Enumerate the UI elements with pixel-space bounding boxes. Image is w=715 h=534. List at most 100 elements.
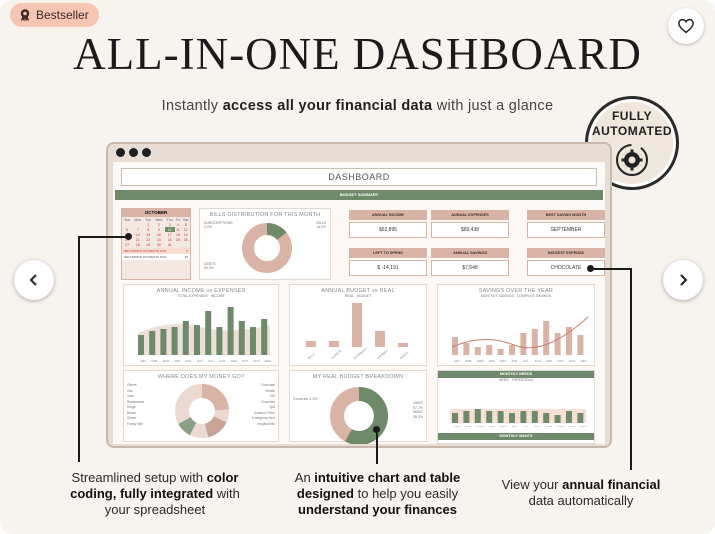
income-bar xyxy=(250,327,256,355)
calendar-day[interactable]: 11 xyxy=(176,227,180,232)
budget-real-bar xyxy=(375,331,385,347)
calendar-month: OCTOBER xyxy=(122,209,190,217)
category-label: Gift xyxy=(270,394,275,398)
calendar-day[interactable]: 19 xyxy=(183,232,188,237)
subline: Instantly access all your financial data… xyxy=(0,98,715,114)
kpi-value: SEPTEMBER xyxy=(527,222,605,238)
category-label: Health xyxy=(265,388,275,393)
calendar-day[interactable]: 24 xyxy=(167,237,172,242)
budget-real-bar xyxy=(306,341,316,347)
bills-label-subscriptions: SUBSCRIPTIONS 0.0% xyxy=(204,221,233,229)
callout-left-line-v xyxy=(78,236,80,462)
needs-bar xyxy=(577,413,584,423)
needs-bar xyxy=(543,413,550,423)
calendar-day[interactable]: 29 xyxy=(146,242,151,247)
bills-label-bills: BILLS 14.0% xyxy=(316,221,326,229)
kpi-value: $7,648 xyxy=(431,260,509,276)
calendar-day[interactable]: 18 xyxy=(176,232,180,237)
calendar-day[interactable]: 2 xyxy=(157,222,160,227)
savings-bar xyxy=(509,345,515,355)
favorite-button[interactable] xyxy=(668,8,704,44)
income-bar xyxy=(182,321,189,355)
month-tick: DEC xyxy=(581,359,588,363)
savings-bar xyxy=(566,327,572,355)
calendar-day[interactable] xyxy=(181,242,190,247)
callout-left: Streamlined setup with color coding, ful… xyxy=(70,470,240,517)
calendar-day[interactable]: 9 xyxy=(157,227,160,232)
calendar-day[interactable]: 27 xyxy=(125,242,130,247)
expenses-area xyxy=(138,324,270,355)
category-label: Emergency fund xyxy=(251,416,275,420)
calendar-day[interactable]: 15 xyxy=(146,232,151,237)
dashboard-title: DASHBOARD xyxy=(121,168,597,186)
category-label: Hospital bills xyxy=(257,421,275,426)
income-bar xyxy=(261,319,268,355)
month-tick: OCT xyxy=(242,359,249,363)
previous-image-button[interactable] xyxy=(14,260,54,300)
calendar-day[interactable]: 25 xyxy=(176,237,180,242)
calendar-day[interactable]: 17 xyxy=(167,232,172,237)
calendar-day[interactable]: 22 xyxy=(146,237,151,242)
calendar-weekday: Sun xyxy=(123,217,131,222)
callout-center: An intuitive chart and table designed to… xyxy=(294,470,461,517)
month-tick: OCT xyxy=(558,425,565,427)
calendar-day[interactable] xyxy=(175,242,182,247)
calendar-day[interactable]: 14 xyxy=(135,232,140,237)
calendar-day[interactable]: 21 xyxy=(135,237,140,242)
month-tick: JUL xyxy=(523,425,529,427)
calendar-widget: OCTOBER Sun Mon Tue Wed Thu Fri Sat 1 2 3 4 5 6 7 8 9 10… xyxy=(121,208,191,280)
bills-panel-title: BILLS DISTRIBUTION FOR THIS MONTH xyxy=(209,212,321,218)
kpi-label: BEST SAVING MONTH xyxy=(527,210,605,220)
month-tick: AUG xyxy=(535,359,542,363)
bestseller-badge: Bestseller xyxy=(10,3,99,27)
calendar-day[interactable]: 30 xyxy=(156,242,161,247)
calendar-grid: SunMonTueWedThuFriSat1234567891011121314… xyxy=(122,217,190,247)
bills-donut-chart xyxy=(242,223,292,273)
calendar-day[interactable]: 28 xyxy=(135,242,140,247)
category-tick: SUBSCR. xyxy=(330,348,343,360)
calendar-day[interactable]: 26 xyxy=(183,237,188,242)
next-image-button[interactable] xyxy=(663,260,703,300)
month-tick: DEC xyxy=(265,359,272,363)
income-bar xyxy=(227,307,234,355)
needs-bar xyxy=(509,413,515,423)
calendar-day[interactable]: 16 xyxy=(156,232,161,237)
savings-bar-chart: JAN FEB MAR APR MAY JUN JUL AUG SEP OCT NOV DEC xyxy=(451,316,589,363)
calendar-day[interactable]: 6 xyxy=(126,227,129,232)
income-bar-chart: JAN FEB MAR APR MAY JUN JUL AUG SEP OCT NOV DEC xyxy=(138,307,272,363)
calendar-day[interactable]: 1 xyxy=(147,222,150,227)
calendar-day[interactable]: 12 xyxy=(183,227,188,232)
calendar-day[interactable]: 3 xyxy=(168,222,171,227)
calendar-day[interactable]: 7 xyxy=(136,227,139,232)
needs-bar xyxy=(520,411,527,423)
calendar-day[interactable]: 4 xyxy=(177,222,179,227)
month-tick: FEB xyxy=(466,425,472,427)
calendar-day[interactable]: 31 xyxy=(167,242,172,247)
category-label: Gas xyxy=(127,388,133,393)
real-budget-donut xyxy=(330,387,388,444)
calendar-day[interactable]: 23 xyxy=(156,237,161,242)
automated-line2: AUTOMATED xyxy=(591,124,673,138)
where-money-donut xyxy=(175,384,229,438)
savings-bar xyxy=(577,335,584,355)
savings-chart-title: SAVINGS OVER THE YEAR xyxy=(478,288,554,294)
callout-right: View your annual financial data automati… xyxy=(501,477,661,508)
month-tick: SEP xyxy=(546,425,552,427)
bills-label-debts: DEBTS 86.0% xyxy=(204,262,216,270)
monthly-needs-chart: JAN FEB MAR APR MAY JUN JUL AUG SEP OCT NOV DEC xyxy=(450,409,588,427)
income-bar xyxy=(216,327,223,355)
where-money-right-labels: Chocolate Health Gift Groceries Spa Amazon Pr… xyxy=(252,383,275,427)
month-tick: MAY xyxy=(500,359,506,363)
calendar-day[interactable]: 10 xyxy=(164,227,175,232)
where-money-title: WHERE DOES MY MONEY GO? xyxy=(157,374,245,380)
callout-left-line-h xyxy=(78,236,127,238)
monthly-needs-panel: MONTHLY NEEDS NEED THRESHOLD JAN FEB MAR AP… xyxy=(437,370,595,444)
calendar-day[interactable]: 5 xyxy=(184,222,187,227)
category-label: Others xyxy=(127,383,137,387)
callout-right-line-v xyxy=(630,268,632,470)
month-tick: JUN xyxy=(512,425,518,427)
calendar-day[interactable]: 8 xyxy=(147,227,150,232)
calendar-weekday: Wed xyxy=(155,217,163,222)
income-bar xyxy=(205,311,212,355)
calendar-footer: RECURRING PAYMENTS DUE 0 RECURRING PAYMENT… xyxy=(122,248,190,260)
